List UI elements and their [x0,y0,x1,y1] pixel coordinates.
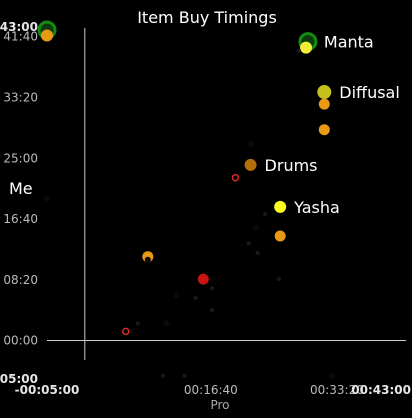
x-tick-label: -00:05:00 [15,383,80,397]
data-point [41,29,53,42]
y-tick-label: 00:00 [3,334,38,348]
data-point [244,158,257,171]
data-points [37,20,335,379]
data-point [144,256,151,263]
data-point [210,286,215,291]
y-tick-label: 16:40 [3,212,38,226]
data-point [122,327,130,336]
point-label: Yasha [293,198,340,217]
y-tick-label: 25:00 [3,151,38,165]
data-point [173,292,180,299]
data-point [197,273,209,285]
data-point [163,320,170,327]
data-point [160,373,165,378]
point-label: Manta [324,33,374,52]
y-tick-label: 43:00 [0,20,38,34]
data-point [255,251,260,256]
data-point [318,98,330,110]
data-point [135,321,140,326]
data-point [317,85,332,100]
data-point [274,200,287,213]
y-axis-label: Me [9,179,33,198]
x-axis-label: Pro [210,398,229,412]
data-point [246,241,251,246]
data-point [210,308,215,313]
data-point [263,212,268,217]
data-point [44,195,50,202]
data-point [300,41,313,54]
data-point [274,230,286,242]
y-tick-label: 08:20 [3,273,38,287]
x-tick-label: 00:33:20 [310,383,364,397]
data-point [231,173,240,182]
y-tick-label: 41:40 [3,30,38,44]
chart-title: Item Buy Timings [137,8,277,27]
data-point [247,140,255,148]
data-point [328,372,335,379]
data-point [193,296,198,301]
y-tick-labels: -00:05:00 00:00 08:20 16:40 25:00 33:20 41:404… [0,20,38,386]
x-tick-label: 00:43:00 [351,383,411,397]
point-labels: Manta Diffusal Drums Yasha [265,33,400,217]
data-point [182,373,187,378]
x-tick-label: 00:16:40 [184,383,238,397]
data-point [297,48,302,53]
data-point [276,277,281,282]
point-label: Diffusal [339,83,400,102]
data-point [318,124,330,136]
data-point [253,224,260,231]
y-tick-label: -00:05:00 [0,372,38,386]
point-label: Drums [265,156,318,175]
y-tick-label: 33:20 [3,90,38,104]
